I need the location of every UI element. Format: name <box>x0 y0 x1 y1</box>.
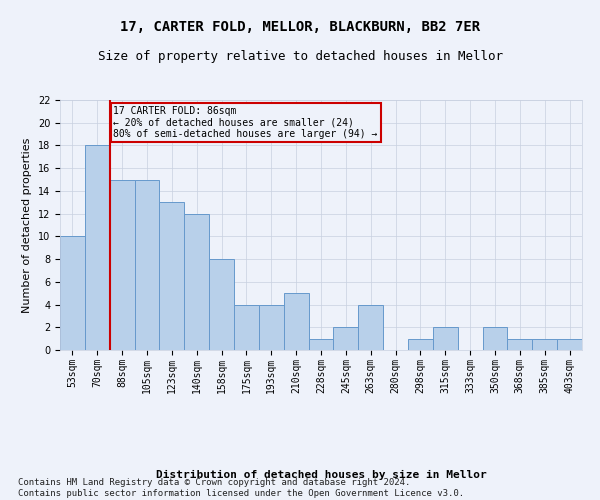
Bar <box>532 338 557 350</box>
Bar <box>433 328 458 350</box>
Bar <box>234 304 259 350</box>
Text: Distribution of detached houses by size in Mellor: Distribution of detached houses by size … <box>155 470 487 480</box>
Bar <box>508 338 532 350</box>
Bar <box>110 180 134 350</box>
Y-axis label: Number of detached properties: Number of detached properties <box>22 138 32 312</box>
Bar <box>160 202 184 350</box>
Bar <box>358 304 383 350</box>
Bar <box>60 236 85 350</box>
Bar <box>284 293 308 350</box>
Bar <box>408 338 433 350</box>
Text: 17 CARTER FOLD: 86sqm
← 20% of detached houses are smaller (24)
80% of semi-deta: 17 CARTER FOLD: 86sqm ← 20% of detached … <box>113 106 378 139</box>
Bar <box>134 180 160 350</box>
Bar <box>85 146 110 350</box>
Text: Size of property relative to detached houses in Mellor: Size of property relative to detached ho… <box>97 50 503 63</box>
Bar <box>308 338 334 350</box>
Bar <box>184 214 209 350</box>
Bar <box>482 328 508 350</box>
Text: 17, CARTER FOLD, MELLOR, BLACKBURN, BB2 7ER: 17, CARTER FOLD, MELLOR, BLACKBURN, BB2 … <box>120 20 480 34</box>
Bar <box>557 338 582 350</box>
Text: Contains HM Land Registry data © Crown copyright and database right 2024.
Contai: Contains HM Land Registry data © Crown c… <box>18 478 464 498</box>
Bar <box>209 259 234 350</box>
Bar <box>259 304 284 350</box>
Bar <box>334 328 358 350</box>
